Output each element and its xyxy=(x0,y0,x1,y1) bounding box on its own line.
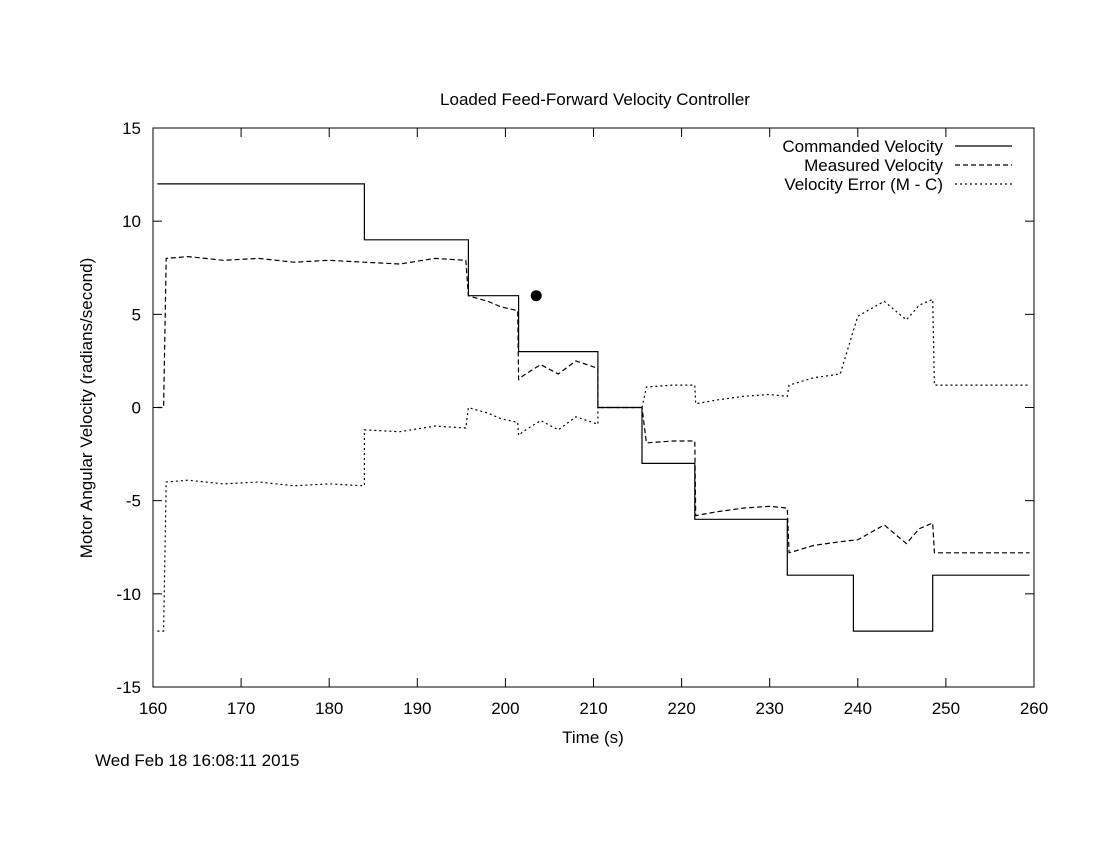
legend-label: Commanded Velocity xyxy=(782,137,943,156)
footer-timestamp: Wed Feb 18 16:08:11 2015 xyxy=(95,751,299,770)
y-axis-label: Motor Angular Velocity (radians/second) xyxy=(77,258,96,559)
legend-label: Measured Velocity xyxy=(804,156,943,175)
y-tick-label: 10 xyxy=(122,212,141,231)
y-tick-label: 0 xyxy=(132,399,141,418)
x-tick-label: 170 xyxy=(227,699,255,718)
x-tick-label: 220 xyxy=(667,699,695,718)
y-axis-ticks: -15 -10 -5 0 5 10 15 xyxy=(116,119,1034,697)
series-layer xyxy=(157,183,1030,632)
legend-label: Velocity Error (M - C) xyxy=(784,175,943,194)
chart-title: Loaded Feed-Forward Velocity Controller xyxy=(440,90,750,109)
x-tick-label: 200 xyxy=(491,699,519,718)
x-axis-ticks: 160 170 180 190 200 210 220 230 240 250 260 xyxy=(139,128,1048,718)
x-axis-label: Time (s) xyxy=(562,728,624,747)
x-tick-label: 160 xyxy=(139,699,167,718)
x-tick-label: 240 xyxy=(844,699,872,718)
x-tick-label: 190 xyxy=(403,699,431,718)
x-tick-label: 260 xyxy=(1020,699,1048,718)
x-tick-label: 210 xyxy=(579,699,607,718)
x-tick-label: 230 xyxy=(756,699,784,718)
y-tick-label: -10 xyxy=(116,585,141,604)
series-line-2 xyxy=(157,255,1030,554)
series-line-1 xyxy=(157,183,1030,632)
y-tick-label: 15 xyxy=(122,119,141,138)
marker-point xyxy=(530,290,542,302)
y-tick-label: -15 xyxy=(116,678,141,697)
y-tick-label: 5 xyxy=(132,305,141,324)
y-tick-label: -5 xyxy=(126,492,141,511)
x-tick-label: 180 xyxy=(315,699,343,718)
plot-frame xyxy=(152,127,1035,688)
series-line-3 xyxy=(157,298,1030,632)
x-tick-label: 250 xyxy=(932,699,960,718)
